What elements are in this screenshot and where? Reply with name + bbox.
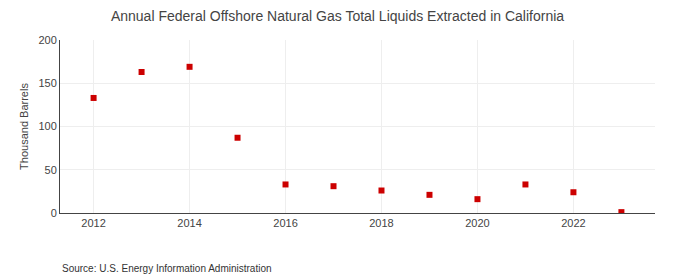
svg-text:Thousand Barrels: Thousand Barrels: [18, 83, 30, 170]
svg-text:2020: 2020: [465, 217, 489, 229]
svg-text:2014: 2014: [177, 217, 201, 229]
svg-text:0: 0: [51, 207, 57, 219]
svg-text:50: 50: [45, 164, 57, 176]
svg-text:100: 100: [38, 120, 56, 132]
svg-text:200: 200: [38, 34, 56, 46]
svg-text:2012: 2012: [81, 217, 105, 229]
svg-text:150: 150: [38, 77, 56, 89]
svg-text:Source: U.S. Energy Informatio: Source: U.S. Energy Information Administ…: [62, 263, 272, 274]
svg-text:2016: 2016: [273, 217, 297, 229]
svg-text:2022: 2022: [561, 217, 585, 229]
svg-text:2018: 2018: [369, 217, 393, 229]
svg-text:Annual Federal Offshore Natura: Annual Federal Offshore Natural Gas Tota…: [111, 8, 564, 24]
